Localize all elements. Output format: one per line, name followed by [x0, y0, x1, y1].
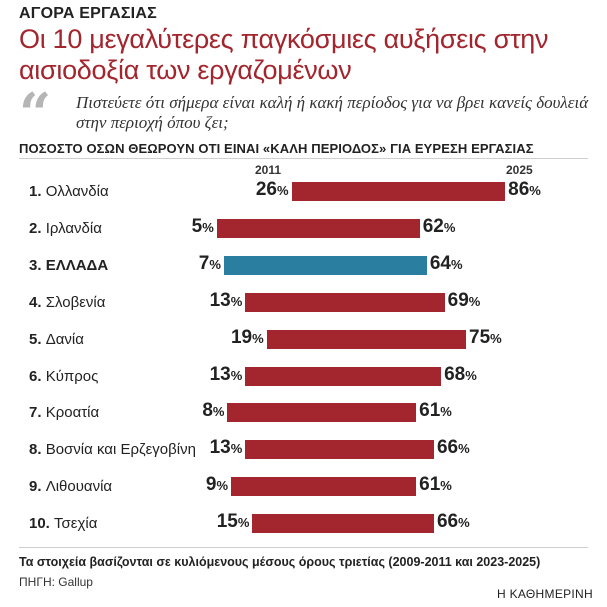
row-label: 8. Βοσνία και Ερζεγοβίνη	[29, 441, 196, 458]
value-label-2025: 61%	[419, 400, 452, 422]
row-label: 7. Κροατία	[29, 404, 99, 421]
divider-bottom	[19, 547, 588, 548]
row-label: 3. ΕΛΛΑΔΑ	[29, 257, 108, 274]
value-label-2011: 9%	[205, 474, 229, 496]
country-name: Ιρλανδία	[45, 219, 102, 237]
source: ΠΗΓΗ: Gallup	[19, 575, 93, 589]
value-label-2025: 66%	[436, 511, 470, 533]
bar	[227, 403, 417, 423]
value-label-2025: 75%	[469, 326, 502, 348]
divider-top	[19, 158, 588, 159]
value-label-2011: 26%	[255, 179, 289, 200]
rank-number: 5.	[29, 330, 46, 348]
bar	[245, 292, 445, 312]
bar	[252, 514, 434, 534]
country-name: Τσεχία	[54, 515, 98, 533]
value-label-2011: 7%	[198, 252, 221, 274]
value-label-2011: 13%	[209, 437, 243, 459]
value-label-2011: 5%	[191, 215, 214, 237]
bar	[266, 329, 466, 349]
country-name: Κύπρος	[45, 367, 99, 385]
row-label: 4. Σλοβενία	[29, 294, 105, 311]
country-name: Δανία	[45, 330, 84, 348]
value-label-2011: 13%	[209, 289, 243, 311]
country-name: Ολλανδία	[45, 183, 109, 200]
country-name: Σλοβενία	[45, 293, 106, 311]
rank-number: 2.	[29, 219, 46, 237]
value-label-2025: 64%	[429, 252, 463, 274]
bar	[216, 218, 420, 238]
value-label-2011: 13%	[209, 363, 243, 385]
survey-question: Πιστεύετε ότι σήμερα είναι καλή ή κακή π…	[76, 93, 589, 132]
kicker: ΑΓΟΡΑ ΕΡΓΑΣΙΑΣ	[19, 5, 157, 22]
row-label: 5. Δανία	[29, 331, 84, 348]
row-label: 9. Λιθουανία	[29, 478, 112, 495]
quote-mark-icon: “	[19, 81, 52, 147]
rank-number: 1.	[29, 183, 46, 200]
value-label-2011: 8%	[202, 400, 225, 422]
country-name: Βοσνία και Ερζεγοβίνη	[45, 441, 196, 459]
bar	[291, 182, 506, 201]
chart-subtitle: ΠΟΣΟΣΤΟ ΟΣΩΝ ΘΕΩΡΟΥΝ ΟΤΙ ΕΙΝΑΙ «ΚΑΛΗ ΠΕΡ…	[19, 141, 534, 156]
country-name: Λιθουανία	[45, 478, 113, 496]
rank-number: 9.	[29, 478, 46, 496]
value-label-2025: 69%	[447, 289, 481, 311]
value-label-2011: 19%	[230, 326, 264, 348]
rank-number: 3.	[29, 256, 46, 274]
column-header-2025: 2025	[506, 163, 533, 177]
country-name: Κροατία	[45, 404, 100, 422]
value-label-2025: 86%	[508, 179, 541, 200]
value-label-2025: 62%	[422, 215, 456, 237]
value-label-2025: 66%	[436, 437, 470, 459]
rank-number: 10.	[29, 515, 55, 533]
rank-number: 8.	[29, 441, 46, 459]
value-label-2025: 68%	[444, 363, 477, 385]
value-label-2011: 15%	[216, 511, 250, 533]
footnote: Τα στοιχεία βασίζονται σε κυλιόμενους μέ…	[19, 555, 541, 569]
row-label: 10. Τσεχία	[29, 515, 97, 532]
rank-number: 6.	[29, 367, 46, 385]
row-label: 2. Ιρλανδία	[29, 220, 102, 237]
bar	[245, 366, 442, 386]
rank-number: 7.	[29, 404, 46, 422]
value-label-2025: 61%	[419, 474, 452, 496]
publisher-brand: Η ΚΑΘΗΜΕΡΙΝΗ	[496, 587, 593, 601]
country-name: ΕΛΛΑΔΑ	[45, 256, 109, 274]
rank-number: 4.	[29, 293, 46, 311]
column-header-2011: 2011	[255, 163, 282, 177]
bar	[245, 440, 434, 460]
bar	[223, 255, 427, 275]
row-label: 1. Ολλανδία	[29, 183, 109, 200]
chart-title: Οι 10 μεγαλύτερες παγκόσμιες αυξήσεις στ…	[19, 24, 549, 85]
bar	[231, 477, 417, 497]
row-label: 6. Κύπρος	[29, 368, 98, 385]
